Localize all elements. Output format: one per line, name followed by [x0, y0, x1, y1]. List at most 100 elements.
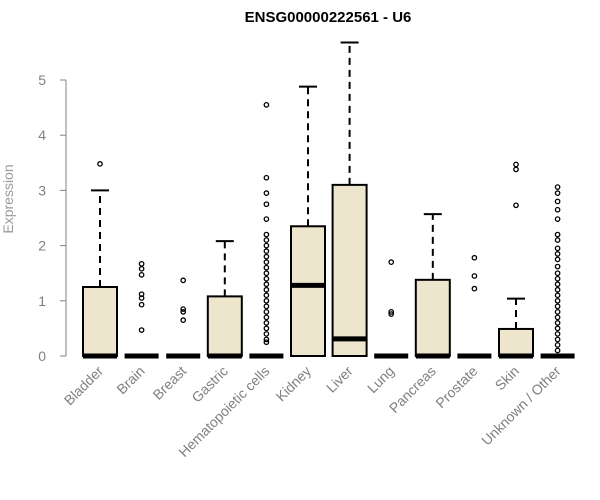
chart-title: ENSG00000222561 - U6	[245, 9, 412, 26]
outlier-point	[554, 184, 561, 190]
outlier-point	[554, 281, 561, 288]
outlier-point	[513, 166, 519, 173]
x-tick-label: Skin	[492, 363, 523, 394]
outlier-point	[554, 308, 561, 315]
outlier-point	[554, 297, 561, 304]
outlier-point	[180, 306, 187, 312]
outlier-point	[97, 161, 103, 167]
outlier-point	[263, 216, 270, 222]
outlier-point	[180, 317, 187, 323]
outlier-point	[471, 273, 478, 279]
outlier-point	[388, 311, 395, 317]
outlier-point	[554, 216, 561, 222]
box-bladder	[82, 161, 118, 359]
x-tick-label: Liver	[323, 363, 356, 396]
outlier-point	[263, 275, 270, 282]
outlier-point	[263, 308, 270, 315]
box-brain	[124, 260, 159, 359]
outlier-point	[554, 292, 561, 299]
outlier-point	[554, 206, 561, 213]
box-gastric	[206, 240, 243, 359]
outlier-point	[263, 325, 270, 332]
outlier-point	[263, 264, 270, 271]
box-body	[498, 327, 534, 357]
outlier-point	[554, 190, 561, 197]
y-axis-label: Expression	[0, 164, 16, 233]
outlier-point	[554, 347, 561, 354]
outlier-point	[388, 259, 395, 266]
box-lung	[374, 259, 409, 359]
box-liver	[331, 41, 368, 357]
outlier-point	[554, 251, 561, 257]
outlier-point	[263, 286, 270, 293]
outlier-point	[554, 325, 561, 332]
outlier-point	[263, 242, 270, 249]
outlier-point	[263, 270, 270, 277]
outlier-point	[138, 327, 145, 333]
box-pancreas	[414, 213, 451, 359]
outlier-point	[263, 314, 270, 321]
outlier-point	[554, 336, 561, 343]
box-body	[414, 278, 451, 358]
y-tick-label: 5	[38, 72, 46, 88]
outlier-point	[263, 101, 270, 108]
outlier-point	[554, 245, 561, 252]
outlier-point	[263, 331, 270, 337]
box-body	[82, 286, 118, 357]
outlier-point	[554, 256, 561, 263]
outlier-point	[263, 190, 270, 197]
y-tick-label: 2	[38, 238, 46, 254]
outlier-point	[263, 320, 270, 326]
box-body	[290, 225, 326, 357]
box-body	[206, 295, 243, 358]
outlier-point	[554, 270, 561, 277]
outlier-point	[263, 281, 270, 288]
outlier-point	[138, 272, 145, 278]
outlier-point	[554, 237, 561, 243]
box-breast	[166, 277, 201, 359]
x-tick-label: Lung	[364, 363, 397, 396]
x-tick-label: Bladder	[61, 363, 107, 409]
y-tick-label: 0	[38, 348, 46, 364]
outlier-point	[554, 320, 561, 326]
y-tick-label: 1	[38, 293, 46, 309]
outlier-point	[554, 275, 561, 282]
x-tick-label: Prostate	[432, 363, 480, 411]
outlier-point	[554, 331, 561, 337]
outlier-point	[554, 303, 561, 310]
outlier-point	[554, 342, 561, 348]
outlier-point	[138, 295, 145, 301]
outlier-point	[263, 297, 270, 304]
outlier-point	[554, 314, 561, 321]
outlier-point	[554, 263, 561, 270]
x-tick-label: Unknown / Other	[478, 363, 564, 449]
outlier-point	[513, 202, 519, 209]
box-skin	[498, 161, 534, 359]
y-axis: 0 1 2 3 4 5	[38, 72, 67, 364]
outlier-point	[263, 253, 270, 260]
outlier-point	[263, 292, 270, 299]
outlier-point	[263, 231, 270, 238]
box-body	[331, 183, 368, 357]
outlier-point	[180, 277, 187, 284]
box-hematopoietic-cells	[249, 101, 284, 359]
box-prostate	[457, 254, 492, 359]
outlier-point	[263, 336, 270, 343]
outlier-point	[471, 254, 478, 261]
y-tick-label: 3	[38, 182, 46, 198]
outlier-point	[138, 265, 145, 272]
outlier-point	[263, 174, 270, 181]
outlier-point	[554, 286, 561, 293]
outlier-point	[263, 237, 270, 243]
outlier-point	[263, 201, 270, 208]
outlier-point	[180, 308, 187, 315]
outlier-point	[263, 303, 270, 310]
x-tick-label: Brain	[113, 363, 147, 397]
x-tick-label: Breast	[149, 363, 189, 403]
outlier-point	[263, 339, 270, 346]
outlier-point	[138, 260, 145, 267]
outlier-point	[388, 308, 395, 315]
